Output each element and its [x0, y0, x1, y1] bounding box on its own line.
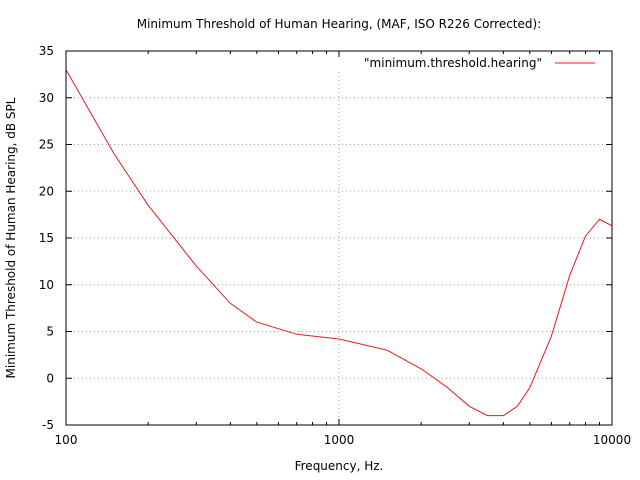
x-axis-label: Frequency, Hz.: [295, 459, 384, 473]
x-tick-label: 1000: [324, 433, 355, 447]
y-tick-label: 35: [39, 44, 54, 58]
legend-label: "minimum.threshold.hearing": [364, 56, 542, 70]
tick-layer: -5 0 5 10 15 20 25 30 35 100 1000 10000: [39, 44, 631, 447]
x-tick-label: 100: [55, 433, 78, 447]
series-layer: [65, 69, 613, 417]
legend: "minimum.threshold.hearing": [364, 56, 595, 70]
chart-title: Minimum Threshold of Human Hearing, (MAF…: [137, 17, 542, 31]
y-tick-label: 15: [39, 231, 54, 245]
y-tick-label: -5: [42, 418, 54, 432]
y-tick-label: 0: [46, 371, 54, 385]
series-line: [65, 69, 613, 417]
y-tick-label: 5: [46, 325, 54, 339]
y-tick-label: 20: [39, 184, 54, 198]
plot-frame: [65, 50, 613, 426]
y-tick-label: 30: [39, 91, 54, 105]
y-tick-label: 25: [39, 138, 54, 152]
x-tick-label: 10000: [593, 433, 631, 447]
y-tick-label: 10: [39, 278, 54, 292]
y-axis-label: Minimum Threshold of Human Hearing, dB S…: [4, 97, 18, 378]
grid-layer: [66, 72, 612, 425]
